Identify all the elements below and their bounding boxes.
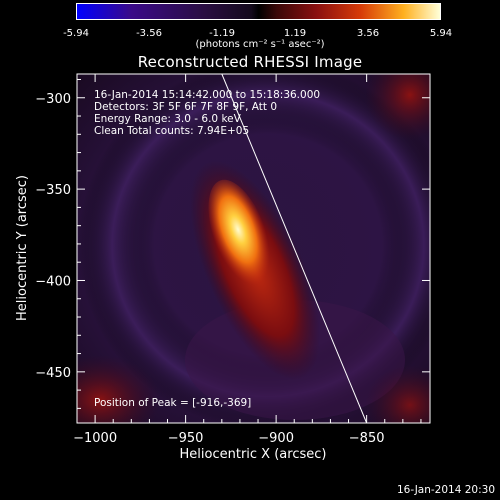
y-axis-label: Heliocentric Y (arcsec)	[15, 175, 30, 321]
annotation-line: 16-Jan-2014 15:14:42.000 to 15:18:36.000	[94, 89, 320, 101]
colorbar-tick-label: -5.94	[63, 28, 89, 39]
colorbar-tick-label: -3.56	[136, 28, 162, 39]
colorbar-tick-label: 1.19	[283, 28, 307, 39]
chart-title: Reconstructed RHESSI Image	[137, 53, 363, 71]
peak-position-label: Position of Peak = [-916,-369]	[94, 397, 251, 409]
x-axis-label: Heliocentric X (arcsec)	[180, 447, 327, 462]
colorbar-gradient	[76, 3, 441, 20]
colorbar-tick-label: 5.94	[429, 28, 453, 39]
x-tick-label: −850	[349, 431, 385, 446]
x-tick-label: −950	[168, 431, 204, 446]
y-tick-label: −450	[35, 366, 71, 381]
x-axis: −1000 −950 −900 −850	[73, 74, 422, 446]
annotations: 16-Jan-2014 15:14:42.000 to 15:18:36.000…	[94, 89, 320, 137]
x-tick-label: −900	[258, 431, 294, 446]
rhessi-heatmap	[77, 74, 430, 423]
colorbar-tick-label: -1.19	[209, 28, 235, 39]
y-tick-label: −350	[35, 183, 71, 198]
y-axis: −300 −350 −400 −450	[35, 78, 430, 409]
colorbar-units: (photons cm⁻² s⁻¹ asec⁻²)	[195, 39, 325, 50]
annotation-line: Energy Range: 3.0 - 6.0 keV	[94, 113, 242, 125]
y-tick-label: −400	[35, 274, 71, 289]
plot-frame	[76, 73, 431, 424]
annotation-line: Clean Total counts: 7.94E+05	[94, 125, 249, 137]
x-tick-label: −1000	[73, 431, 117, 446]
colorbar-tick-label: 3.56	[356, 28, 380, 39]
colorbar	[76, 3, 441, 20]
annotation-line: Detectors: 3F 5F 6F 7F 8F 9F, Att 0	[94, 101, 277, 113]
y-tick-label: −300	[35, 92, 71, 107]
limb-line	[221, 73, 368, 424]
footer-date: 16-Jan-2014 20:30	[396, 484, 495, 496]
